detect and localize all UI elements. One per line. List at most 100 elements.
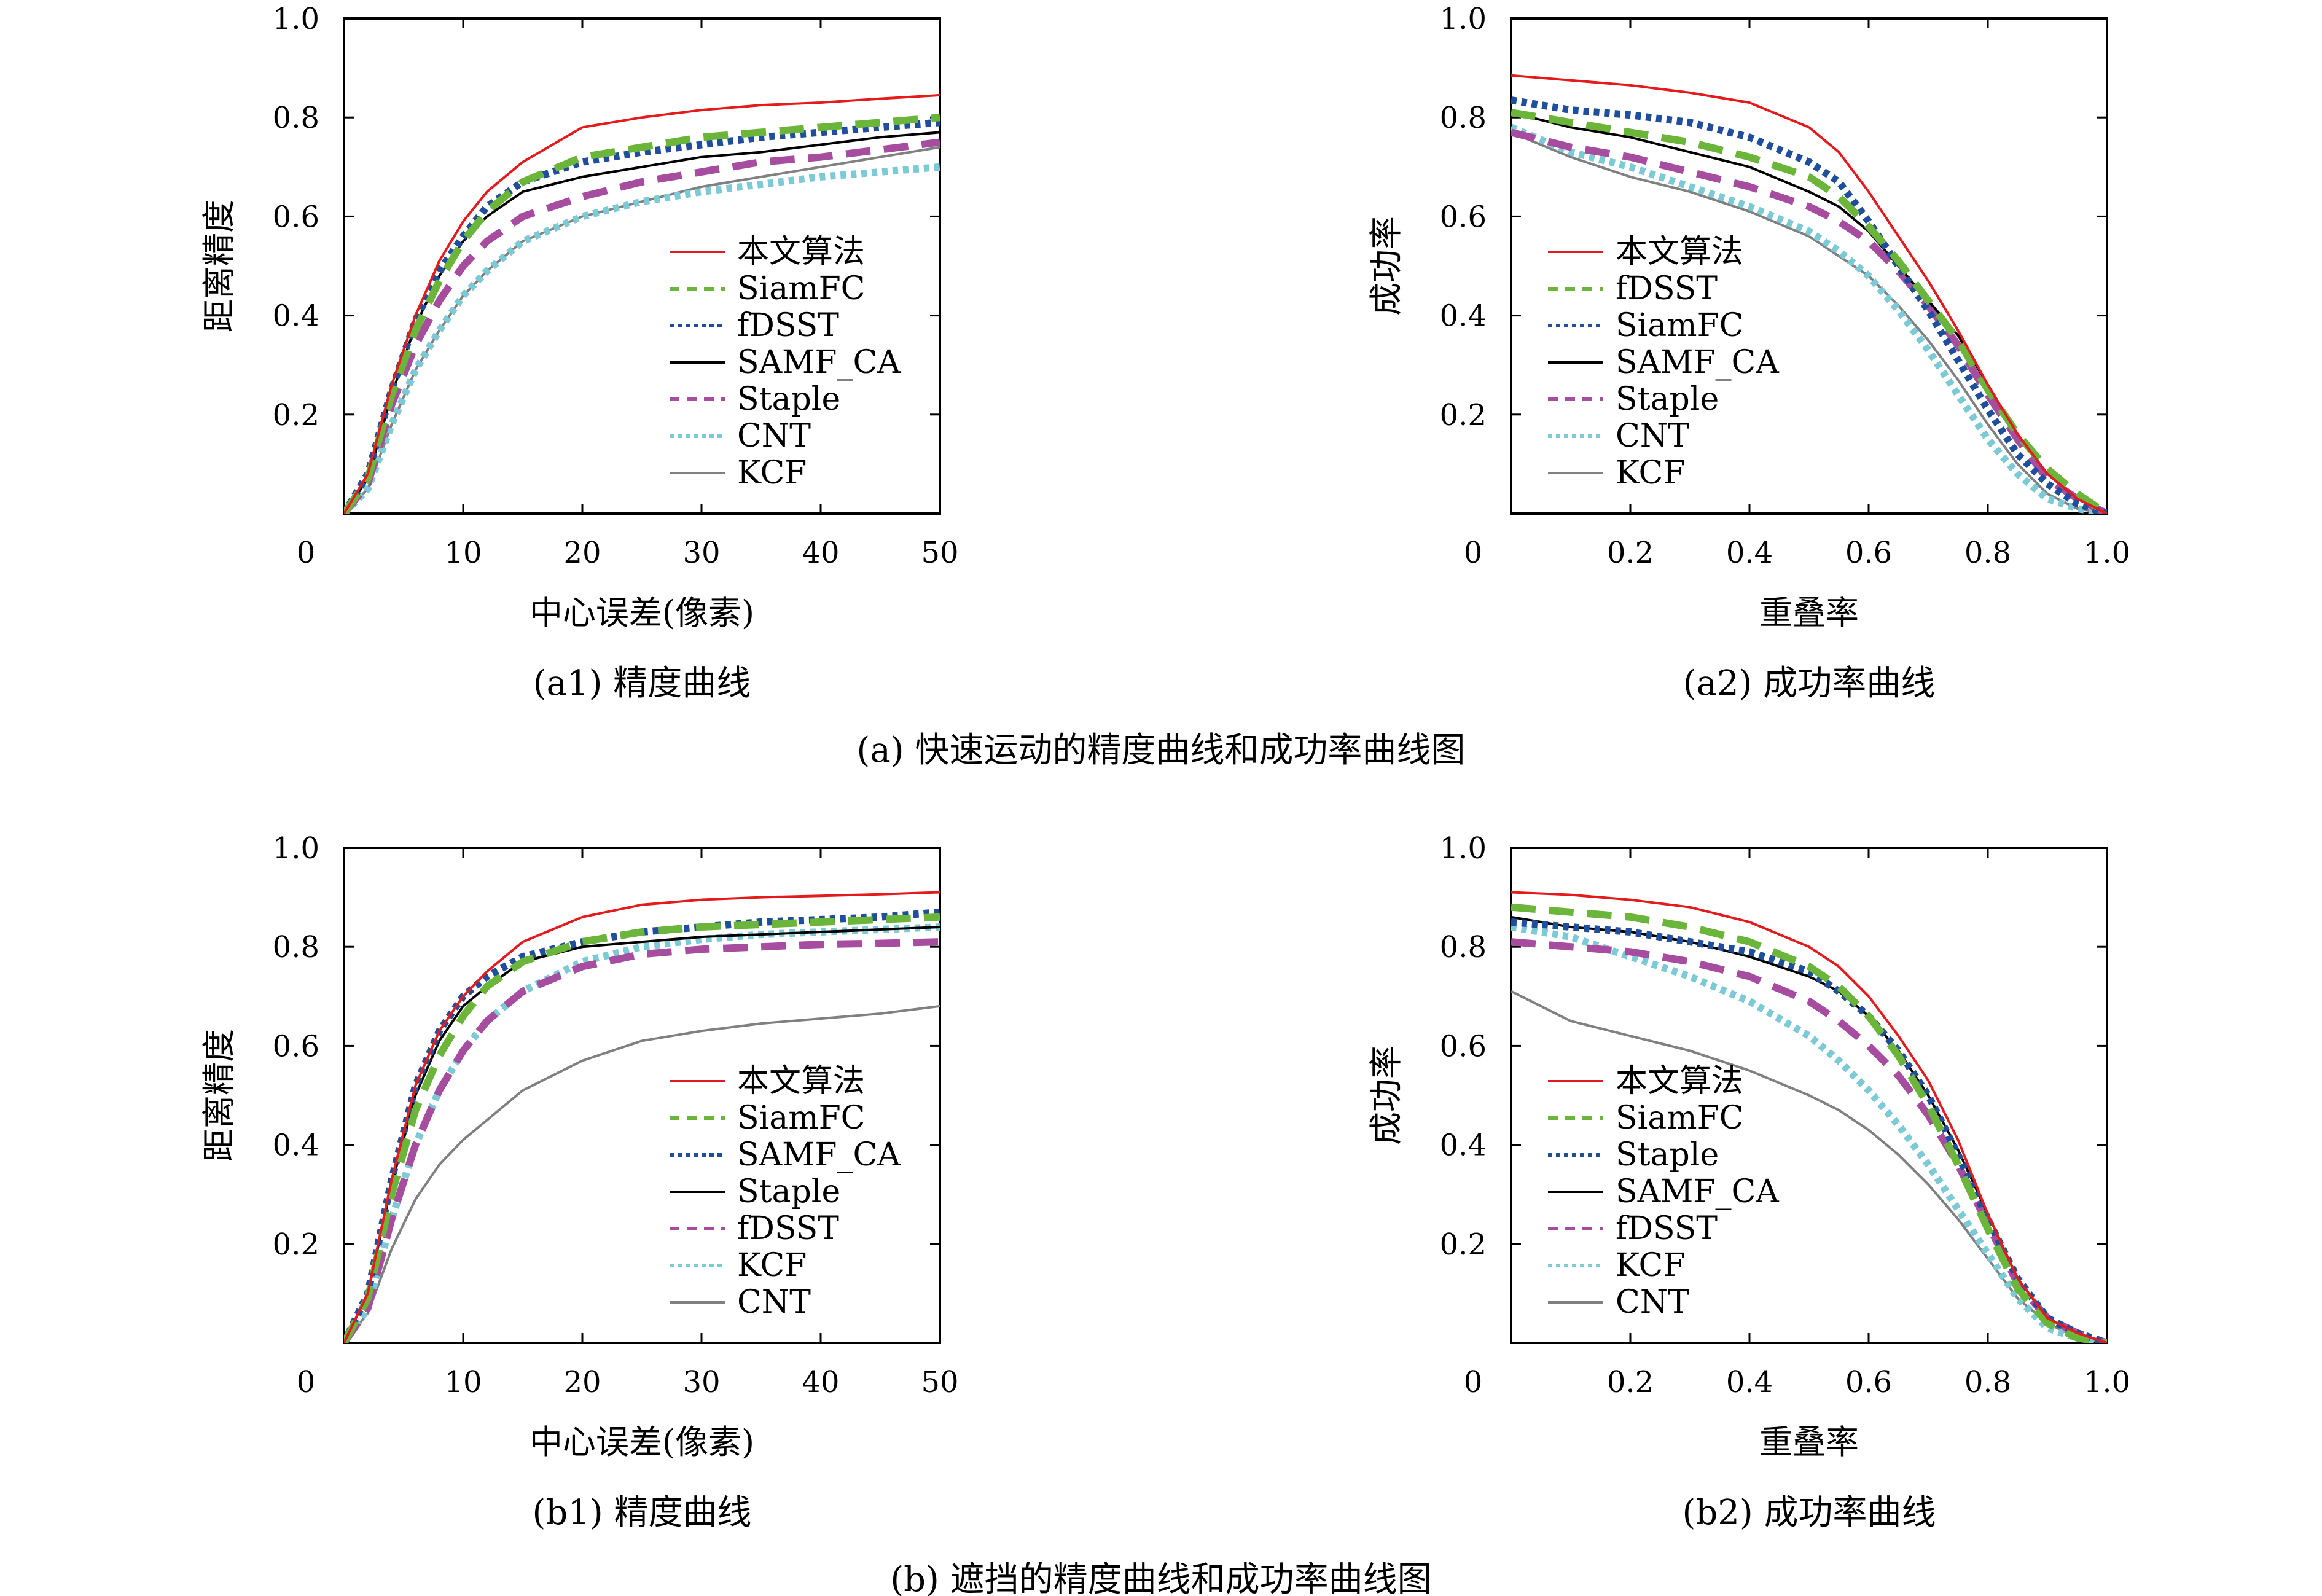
x-tick-label: 0: [1464, 536, 1483, 570]
legend-label: fDSST: [1616, 270, 1718, 307]
legend-label: KCF: [737, 1247, 807, 1284]
x-tick-label: 0.6: [1845, 536, 1892, 570]
x-tick-label: 10: [444, 1365, 482, 1399]
series-group: [344, 93, 940, 514]
x-tick-label: 40: [802, 536, 839, 570]
series-line-kcf: [1511, 923, 2107, 1343]
y-tick-label: 0.8: [273, 101, 319, 135]
legend-label: KCF: [1616, 455, 1685, 491]
x-tick-label: 0.2: [1607, 536, 1654, 570]
figure-caption-b: (b) 遮挡的精度曲线和成功率曲线图: [890, 1560, 1431, 1596]
y-tick-label: 0.6: [273, 200, 319, 234]
legend-label: CNT: [737, 418, 811, 455]
chart-panel-a1: 0 10 20 30 40 50 0.2 0.4 0.6 0.8 1.0 中心误差(像素) 距离精度 (a…: [200, 2, 959, 703]
y-tick-label: 1.0: [1440, 2, 1487, 36]
legend-label: Staple: [737, 381, 840, 418]
x-tick-label: 0.4: [1726, 536, 1773, 570]
legend-label: Staple: [737, 1173, 840, 1210]
series-line-staple: [344, 138, 940, 514]
y-tick-label: 1.0: [273, 831, 319, 866]
x-axis-label: 中心误差(像素): [530, 593, 754, 632]
x-tick-label: 0: [1464, 1365, 1483, 1399]
series-line--: [1511, 74, 2107, 514]
plot-frame: [1510, 847, 2108, 1344]
series-line-siamfc: [344, 114, 940, 514]
series-line-fdsst: [344, 938, 940, 1343]
y-tick-label: 0.6: [1440, 1029, 1487, 1063]
legend-label: SiamFC: [737, 270, 865, 307]
legend-label: SiamFC: [1616, 307, 1743, 344]
series-line--: [344, 891, 940, 1343]
legend-label: fDSST: [737, 307, 839, 344]
series-line-siamfc: [344, 913, 940, 1343]
series-line--: [344, 93, 940, 514]
x-axis-label: 重叠率: [1759, 593, 1859, 632]
y-tick-label: 0.4: [273, 299, 319, 334]
series-group: [344, 891, 940, 1343]
x-tick-label: 0: [297, 1365, 316, 1399]
series-line-staple: [1511, 918, 2107, 1343]
y-axis-label: 成功率: [1367, 216, 1405, 316]
x-axis-label: 中心误差(像素): [530, 1423, 754, 1461]
legend-label: CNT: [1616, 418, 1689, 455]
legend-label: fDSST: [1616, 1210, 1718, 1247]
y-axis-label: 距离精度: [200, 1029, 238, 1162]
x-tick-label: 10: [444, 536, 482, 570]
series-line-fdsst: [1511, 109, 2107, 514]
y-tick-label: 0.4: [1440, 299, 1487, 334]
legend-label: SAMF_CA: [737, 344, 901, 381]
y-tick-label: 0.2: [273, 398, 319, 432]
series-line-siamfc: [1511, 96, 2107, 514]
chart-panel-b1: 0 10 20 30 40 50 0.2 0.4 0.6 0.8 1.0 中心误差(像素) 距离精度 (b…: [200, 831, 959, 1533]
figure-caption-a: (a) 快速运动的精度曲线和成功率曲线图: [857, 730, 1466, 770]
chart-panel-a2: 0 0.2 0.4 0.6 0.8 1.0 0.2 0.4 0.6 0.8 1.0 重叠率 成功率 (a2…: [1367, 2, 2130, 703]
y-axis-label: 距离精度: [200, 200, 238, 332]
legend-label: 本文算法: [737, 1063, 865, 1100]
legend-label: SAMF_CA: [737, 1136, 901, 1173]
series-line-samf-ca: [344, 131, 940, 514]
x-axis-label: 重叠率: [1759, 1423, 1859, 1461]
panel-caption: (b1) 精度曲线: [533, 1493, 752, 1533]
series-line-cnt: [344, 163, 940, 514]
x-tick-label: 0.8: [1964, 536, 2011, 570]
panel-caption: (b2) 成功率曲线: [1683, 1493, 1936, 1533]
y-tick-label: 0.2: [1440, 398, 1487, 432]
series-line-samf-ca: [1511, 111, 2107, 514]
legend-label: Staple: [1616, 1136, 1719, 1173]
legend-label: SAMF_CA: [1616, 344, 1780, 381]
legend-label: 本文算法: [737, 233, 865, 270]
series-line-fdsst: [1511, 938, 2107, 1343]
y-axis-label: 成功率: [1367, 1046, 1405, 1145]
y-tick-label: 1.0: [273, 2, 319, 36]
series-line-cnt: [1511, 123, 2107, 514]
legend-label: SAMF_CA: [1616, 1173, 1780, 1210]
series-line-cnt: [344, 1004, 940, 1343]
plot-frame: [343, 17, 941, 515]
series-line-kcf: [344, 146, 940, 514]
legend-label: CNT: [1616, 1284, 1689, 1321]
x-tick-label: 40: [802, 1365, 839, 1399]
legend-label: fDSST: [737, 1210, 839, 1247]
x-tick-label: 0.4: [1726, 1365, 1773, 1399]
legend-label: CNT: [737, 1284, 811, 1321]
x-tick-label: 30: [682, 1365, 720, 1399]
x-tick-label: 0.6: [1845, 1365, 1892, 1399]
series-line--: [1511, 891, 2107, 1343]
series-line-cnt: [1511, 990, 2107, 1343]
legend-label: SiamFC: [737, 1100, 865, 1136]
panel-caption: (a1) 精度曲线: [533, 663, 751, 703]
y-tick-label: 0.8: [273, 930, 319, 964]
legend-label: 本文算法: [1616, 1063, 1743, 1100]
x-tick-label: 1.0: [2084, 1365, 2130, 1399]
y-tick-label: 0.2: [273, 1227, 319, 1262]
y-tick-label: 0.8: [1440, 930, 1487, 964]
y-tick-label: 0.2: [1440, 1227, 1487, 1262]
x-tick-label: 20: [563, 536, 601, 570]
y-tick-label: 1.0: [1440, 831, 1487, 866]
x-tick-label: 50: [921, 1365, 958, 1399]
